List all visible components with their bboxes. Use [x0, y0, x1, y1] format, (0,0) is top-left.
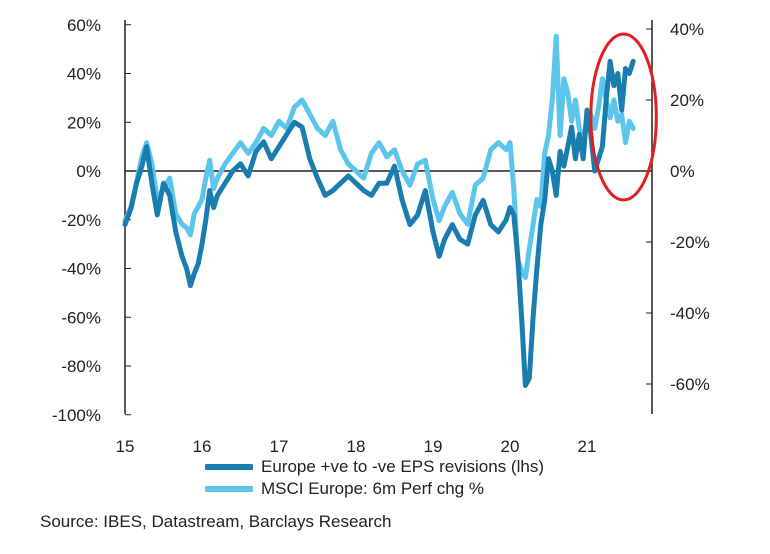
x-tick-label: 15 [116, 437, 135, 456]
legend-item-msci-europe: MSCI Europe: 6m Perf chg % [205, 478, 544, 500]
legend-label-msci-europe: MSCI Europe: 6m Perf chg % [261, 479, 484, 498]
y-right-tick-label: -20% [670, 233, 710, 252]
y-left-tick-label: -60% [61, 308, 101, 327]
series-line-eps-revisions [122, 58, 636, 388]
y-left-tick-label: -100% [52, 406, 101, 425]
chart-series [122, 33, 636, 388]
y-left-tick-label: -40% [61, 260, 101, 279]
x-tick-label: 20 [501, 437, 520, 456]
chart-annotations [589, 32, 658, 202]
y-left-tick-label: 40% [67, 65, 101, 84]
legend-swatch-eps-revisions [205, 464, 253, 470]
series-line-msci-europe [122, 33, 636, 280]
chart-legend: Europe +ve to -ve EPS revisions (lhs) MS… [205, 456, 544, 500]
highlight-ellipse [589, 32, 658, 202]
y-left-tick-label: -20% [61, 211, 101, 230]
legend-item-eps-revisions: Europe +ve to -ve EPS revisions (lhs) [205, 456, 544, 478]
legend-swatch-msci-europe [205, 486, 253, 492]
y-right-tick-label: 20% [670, 91, 704, 110]
x-tick-label: 18 [347, 437, 366, 456]
x-tick-label: 19 [424, 437, 443, 456]
y-left-tick-label: -80% [61, 357, 101, 376]
legend-label-eps-revisions: Europe +ve to -ve EPS revisions (lhs) [261, 457, 544, 476]
chart-axes: 60% 40% 20% 0% -20% -40% -60% -80% -100% 40% 20% 0%… [52, 16, 710, 456]
y-right-tick-label: -60% [670, 375, 710, 394]
x-tick-label: 17 [270, 437, 289, 456]
y-left-tick-label: 60% [67, 16, 101, 35]
y-left-tick-label: 0% [76, 162, 101, 181]
y-left-tick-label: 20% [67, 113, 101, 132]
x-tick-label: 21 [578, 437, 597, 456]
y-right-tick-label: -40% [670, 304, 710, 323]
x-tick-label: 16 [193, 437, 212, 456]
y-right-tick-label: 40% [670, 20, 704, 39]
source-note: Source: IBES, Datastream, Barclays Resea… [40, 512, 392, 531]
y-right-tick-label: 0% [670, 162, 695, 181]
